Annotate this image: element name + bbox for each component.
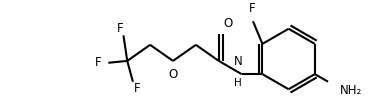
Text: N: N bbox=[233, 55, 242, 67]
Text: F: F bbox=[249, 2, 255, 15]
Text: F: F bbox=[95, 56, 102, 69]
Text: NH₂: NH₂ bbox=[340, 84, 362, 97]
Text: H: H bbox=[234, 78, 242, 88]
Text: F: F bbox=[117, 22, 124, 35]
Text: O: O bbox=[168, 68, 177, 81]
Text: F: F bbox=[133, 82, 140, 95]
Text: O: O bbox=[223, 17, 233, 30]
